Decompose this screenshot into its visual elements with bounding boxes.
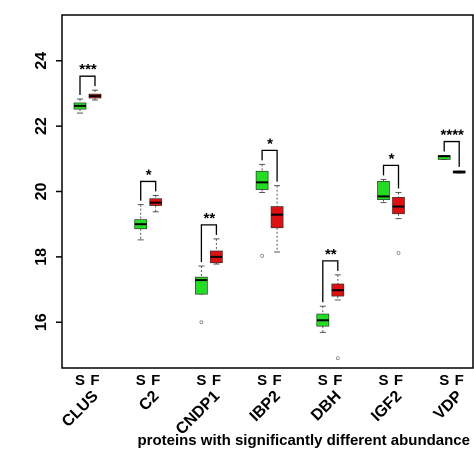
group-label: S	[439, 372, 449, 389]
group-label: F	[90, 372, 99, 389]
x-tick-label: C2	[136, 388, 163, 415]
significance-label: ****	[441, 127, 465, 144]
group-label: F	[212, 372, 221, 389]
group-label: S	[75, 372, 85, 389]
y-tick-label: 24	[33, 52, 50, 70]
group-label: F	[151, 372, 160, 389]
box	[377, 181, 390, 201]
outlier	[396, 251, 401, 255]
group-label: S	[318, 372, 328, 389]
group-label: F	[455, 372, 464, 389]
x-tick-label: IGF2	[368, 388, 405, 425]
group-label: S	[378, 372, 388, 389]
significance-bracket	[443, 140, 460, 167]
group-label: F	[394, 372, 403, 389]
significance-label: *	[267, 135, 273, 152]
x-tick-label: CNDP1	[173, 388, 223, 438]
group-label: S	[257, 372, 267, 389]
significance-label: **	[204, 210, 216, 227]
group-label: S	[196, 372, 206, 389]
significance-bracket	[322, 260, 339, 303]
y-tick-label: 16	[33, 313, 50, 331]
significance-bracket	[140, 180, 157, 201]
x-axis-label: proteins with significantly different ab…	[137, 432, 470, 449]
group-label: S	[136, 372, 146, 389]
x-tick-label: DBH	[308, 388, 345, 425]
outlier	[199, 320, 204, 325]
significance-label: *	[146, 166, 152, 183]
significance-bracket	[261, 149, 278, 182]
significance-bracket	[200, 224, 218, 263]
significance-bracket	[79, 75, 96, 96]
significance-bracket	[382, 164, 400, 189]
plot-frame	[61, 14, 474, 369]
significance-label: ***	[79, 61, 97, 78]
x-tick-label: IBP2	[247, 388, 284, 425]
significance-label: *	[389, 150, 395, 167]
outlier	[335, 356, 340, 361]
group-label: F	[273, 372, 282, 389]
box	[255, 170, 269, 190]
outlier	[260, 254, 264, 258]
y-tick-label: 20	[33, 183, 50, 201]
y-tick-label: 22	[33, 117, 50, 135]
group-label: F	[333, 372, 342, 389]
box	[195, 276, 208, 295]
y-tick-label: 18	[33, 248, 50, 266]
x-tick-label: VDP	[431, 388, 467, 424]
x-tick-label: CLUS	[59, 388, 102, 431]
significance-label: **	[325, 246, 337, 263]
box	[270, 206, 284, 229]
